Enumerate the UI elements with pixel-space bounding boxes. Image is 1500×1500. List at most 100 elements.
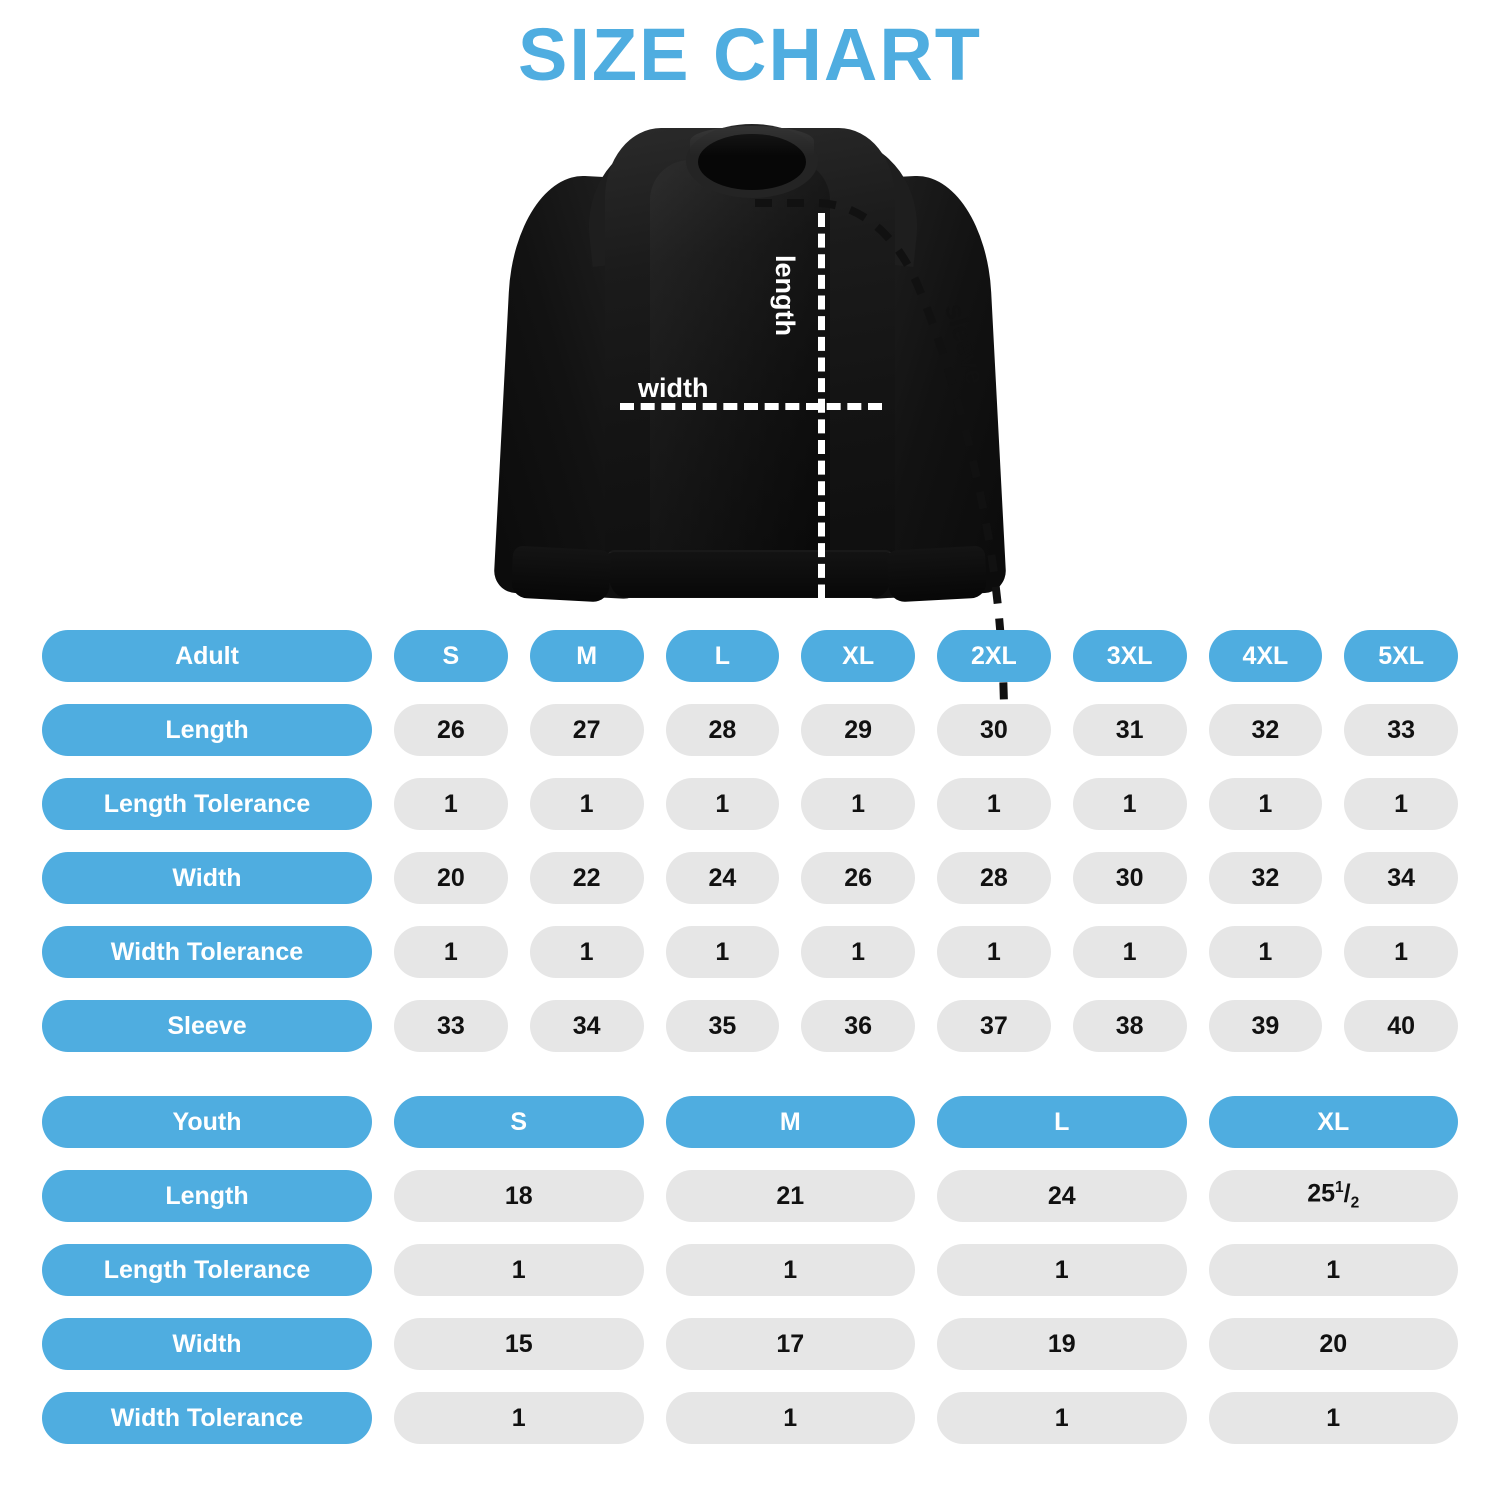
value-cell: 1 bbox=[529, 926, 644, 978]
size-tables: Adult S M L XL 2XL 3XL 4XL 5XL Length 26 27 28 29 30 31… bbox=[0, 630, 1500, 1466]
table-row: Length 18 21 24 251/2 bbox=[42, 1170, 1458, 1222]
value-cell: 1 bbox=[801, 778, 915, 830]
value-cell: 1 bbox=[665, 926, 780, 978]
value-cell: 21 bbox=[665, 1170, 915, 1222]
cuff-right bbox=[886, 545, 988, 603]
value-cell: 28 bbox=[665, 704, 780, 756]
value-cell: 27 bbox=[529, 704, 644, 756]
value-cell: 20 bbox=[1208, 1318, 1458, 1370]
page-title: SIZE CHART bbox=[518, 13, 982, 96]
table-row: Length Tolerance 1 1 1 1 1 1 1 1 bbox=[42, 778, 1458, 830]
value-cell: 1 bbox=[665, 1392, 915, 1444]
adult-column-header-4xl[interactable]: 4XL bbox=[1208, 630, 1323, 682]
value-cell: 30 bbox=[937, 704, 1051, 756]
value-cell: 1 bbox=[1208, 1244, 1458, 1296]
value-cell: 35 bbox=[665, 1000, 780, 1052]
value-cell: 1 bbox=[394, 778, 508, 830]
value-cell: 1 bbox=[1072, 778, 1187, 830]
value-cell: 20 bbox=[394, 852, 508, 904]
value-cell: 1 bbox=[665, 778, 780, 830]
value-cell: 30 bbox=[1072, 852, 1187, 904]
value-cell: 1 bbox=[1344, 926, 1458, 978]
cuff-left bbox=[510, 545, 612, 603]
value-cell: 18 bbox=[394, 1170, 644, 1222]
value-cell: 34 bbox=[1344, 852, 1458, 904]
adult-column-header-l[interactable]: L bbox=[665, 630, 780, 682]
adult-table-title: Adult bbox=[42, 630, 372, 682]
table-row: Width 20 22 24 26 28 30 32 34 bbox=[42, 852, 1458, 904]
value-cell: 251/2 bbox=[1208, 1170, 1458, 1222]
value-cell: 31 bbox=[1072, 704, 1187, 756]
adult-column-header-2xl[interactable]: 2XL bbox=[937, 630, 1051, 682]
value-cell: 1 bbox=[1344, 778, 1458, 830]
youth-row-label-length-tolerance: Length Tolerance bbox=[42, 1244, 372, 1296]
table-separator bbox=[0, 1074, 1500, 1096]
value-cell: 1 bbox=[394, 1392, 644, 1444]
table-row: Length 26 27 28 29 30 31 32 33 bbox=[42, 704, 1458, 756]
value-cell: 40 bbox=[1344, 1000, 1458, 1052]
value-cell: 36 bbox=[801, 1000, 915, 1052]
youth-column-header-m[interactable]: M bbox=[665, 1096, 915, 1148]
adult-row-label-width-tolerance: Width Tolerance bbox=[42, 926, 372, 978]
value-cell: 1 bbox=[937, 778, 1051, 830]
value-cell: 26 bbox=[394, 704, 508, 756]
youth-column-header-xl[interactable]: XL bbox=[1208, 1096, 1458, 1148]
table-row: Length Tolerance 1 1 1 1 bbox=[42, 1244, 1458, 1296]
value-cell: 24 bbox=[665, 852, 780, 904]
adult-row-label-length-tolerance: Length Tolerance bbox=[42, 778, 372, 830]
adult-row-label-length: Length bbox=[42, 704, 372, 756]
adult-row-label-width: Width bbox=[42, 852, 372, 904]
value-cell: 17 bbox=[665, 1318, 915, 1370]
value-cell: 39 bbox=[1208, 1000, 1323, 1052]
value-cell: 19 bbox=[937, 1318, 1187, 1370]
adult-column-header-5xl[interactable]: 5XL bbox=[1344, 630, 1458, 682]
value-cell: 1 bbox=[1208, 1392, 1458, 1444]
value-cell: 38 bbox=[1072, 1000, 1187, 1052]
value-cell: 15 bbox=[394, 1318, 644, 1370]
table-row: Width 15 17 19 20 bbox=[42, 1318, 1458, 1370]
value-cell: 1 bbox=[801, 926, 915, 978]
adult-column-header-3xl[interactable]: 3XL bbox=[1072, 630, 1187, 682]
value-cell: 33 bbox=[394, 1000, 508, 1052]
adult-column-header-xl[interactable]: XL bbox=[801, 630, 915, 682]
value-cell: 37 bbox=[937, 1000, 1051, 1052]
hem-ribbing bbox=[608, 550, 892, 598]
collar-inner bbox=[698, 134, 806, 191]
value-cell: 26 bbox=[801, 852, 915, 904]
youth-table-title: Youth bbox=[42, 1096, 372, 1148]
value-cell: 28 bbox=[937, 852, 1051, 904]
collar-highlight bbox=[690, 126, 814, 157]
value-cell: 1 bbox=[937, 1392, 1187, 1444]
value-cell: 1 bbox=[1208, 926, 1323, 978]
adult-column-header-s[interactable]: S bbox=[394, 630, 508, 682]
value-cell: 22 bbox=[529, 852, 644, 904]
value-cell: 29 bbox=[801, 704, 915, 756]
youth-column-header-l[interactable]: L bbox=[937, 1096, 1187, 1148]
table-row: Sleeve 33 34 35 36 37 38 39 40 bbox=[42, 1000, 1458, 1052]
value-cell: 1 bbox=[1208, 778, 1323, 830]
adult-column-header-m[interactable]: M bbox=[529, 630, 644, 682]
adult-header-row: Adult S M L XL 2XL 3XL 4XL 5XL bbox=[42, 630, 1458, 682]
value-cell: 1 bbox=[665, 1244, 915, 1296]
value-cell: 33 bbox=[1344, 704, 1458, 756]
value-cell: 24 bbox=[937, 1170, 1187, 1222]
table-row: Width Tolerance 1 1 1 1 1 1 1 1 bbox=[42, 926, 1458, 978]
table-row: Width Tolerance 1 1 1 1 bbox=[42, 1392, 1458, 1444]
value-cell: 1 bbox=[394, 926, 508, 978]
adult-row-label-sleeve: Sleeve bbox=[42, 1000, 372, 1052]
garment-illustration: length width sleeve bbox=[0, 95, 1500, 707]
value-cell: 1 bbox=[529, 778, 644, 830]
adult-size-table: Adult S M L XL 2XL 3XL 4XL 5XL Length 26 27 28 29 30 31… bbox=[0, 630, 1500, 1052]
youth-row-label-width-tolerance: Width Tolerance bbox=[42, 1392, 372, 1444]
youth-row-label-width: Width bbox=[42, 1318, 372, 1370]
youth-size-table: Youth S M L XL Length 18 21 24 251/2 Length Tolera… bbox=[0, 1096, 1500, 1444]
value-cell: 32 bbox=[1208, 704, 1323, 756]
value-cell: 32 bbox=[1208, 852, 1323, 904]
value-cell: 34 bbox=[529, 1000, 644, 1052]
value-cell: 1 bbox=[394, 1244, 644, 1296]
sweatshirt-image bbox=[490, 100, 1010, 620]
youth-row-label-length: Length bbox=[42, 1170, 372, 1222]
value-cell: 1 bbox=[937, 926, 1051, 978]
body-shading bbox=[650, 160, 830, 581]
youth-column-header-s[interactable]: S bbox=[394, 1096, 644, 1148]
